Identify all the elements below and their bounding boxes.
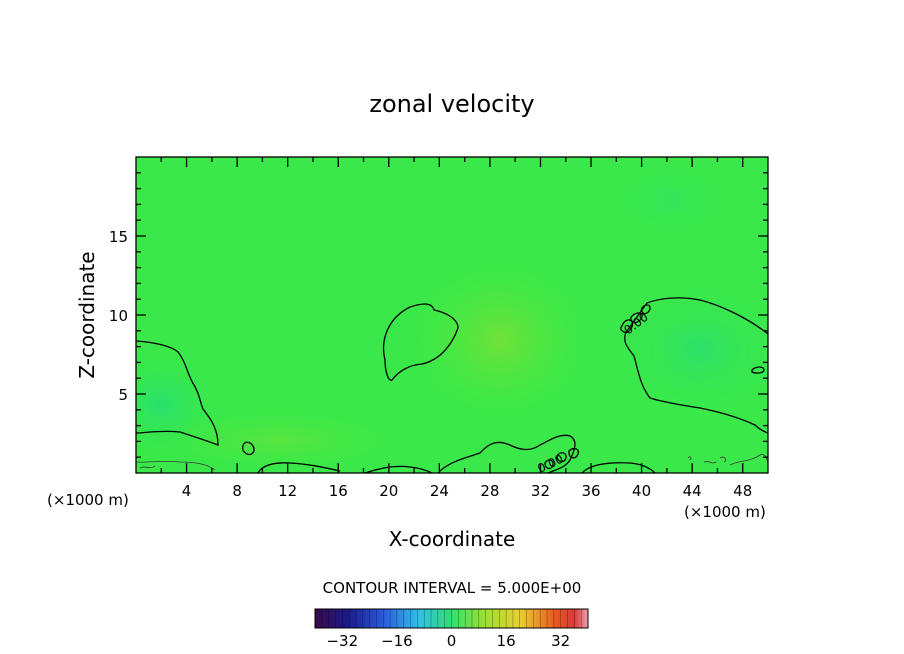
x-tick-label: 8 bbox=[232, 482, 242, 500]
x-axis-ticks bbox=[160, 157, 744, 473]
y-axis-tick-labels: 5 10 15 bbox=[109, 228, 128, 404]
colorbar-tick-label: −32 bbox=[326, 632, 358, 650]
y-tick-label: 5 bbox=[118, 386, 128, 404]
contour-small-ring-2 bbox=[629, 312, 643, 324]
colorbar: −32 −16 0 16 32 bbox=[314, 608, 589, 650]
contour-center-region bbox=[382, 303, 459, 381]
x-axis-label: X-coordinate bbox=[389, 527, 516, 551]
colorbar-tick-label: 0 bbox=[447, 632, 457, 650]
x-tick-label: 40 bbox=[632, 482, 651, 500]
x-unit-right: (×1000 m) bbox=[684, 503, 766, 521]
x-tick-label: 32 bbox=[531, 482, 550, 500]
contour-small-ring-3 bbox=[640, 304, 651, 315]
colorbar-stripes bbox=[321, 609, 582, 628]
colorbar-tick-label: −16 bbox=[381, 632, 413, 650]
x-tick-label: 4 bbox=[182, 482, 192, 500]
contour-bottom-rings bbox=[544, 447, 579, 470]
x-tick-label: 48 bbox=[733, 482, 752, 500]
y-axis-label: Z-coordinate bbox=[75, 251, 99, 378]
y-tick-label: 15 bbox=[109, 228, 128, 246]
heatmap-field bbox=[136, 157, 768, 473]
y-axis-ticks bbox=[136, 172, 768, 458]
x-tick-label: 20 bbox=[379, 482, 398, 500]
x-tick-label: 44 bbox=[683, 482, 702, 500]
colorbar-tick-label: 16 bbox=[497, 632, 516, 650]
x-unit-left: (×1000 m) bbox=[47, 491, 129, 509]
x-tick-label: 28 bbox=[480, 482, 499, 500]
contour-bottom bbox=[257, 434, 656, 473]
colorbar-tick-labels: −32 −16 0 16 32 bbox=[326, 632, 570, 650]
contour-small-ring-5 bbox=[751, 366, 765, 374]
y-tick-label: 10 bbox=[109, 307, 128, 325]
contour-small-ring-1 bbox=[620, 319, 634, 333]
contour-thin-lines bbox=[136, 453, 768, 471]
contour-interval-text: CONTOUR INTERVAL = 5.000E+00 bbox=[323, 579, 582, 597]
colorbar-tick-label: 32 bbox=[551, 632, 570, 650]
contour-lines bbox=[136, 297, 768, 473]
x-tick-label: 12 bbox=[278, 482, 297, 500]
x-tick-label: 24 bbox=[430, 482, 449, 500]
contour-right-region bbox=[624, 297, 768, 434]
x-tick-label: 36 bbox=[581, 482, 600, 500]
contour-small-ring-4 bbox=[241, 441, 255, 456]
contour-left-region bbox=[136, 340, 219, 446]
x-tick-label: 16 bbox=[329, 482, 348, 500]
x-axis-tick-labels: 4 8 12 16 20 24 28 32 36 40 44 48 bbox=[182, 482, 752, 500]
chart-title: zonal velocity bbox=[369, 90, 534, 118]
